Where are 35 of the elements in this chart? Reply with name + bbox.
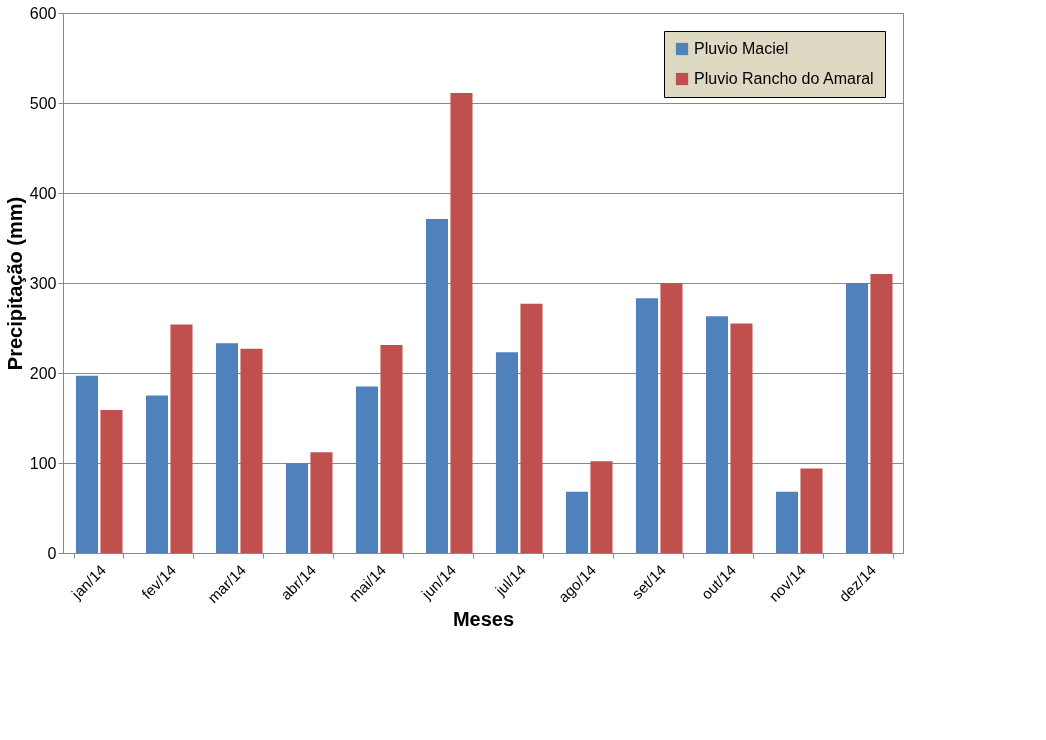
bar	[170, 324, 193, 553]
y-tick-label: 100	[29, 454, 57, 472]
bar	[660, 283, 683, 553]
bar	[450, 93, 473, 553]
bar	[285, 463, 308, 553]
bar	[800, 468, 823, 553]
y-tick-label: 500	[29, 94, 57, 112]
bar	[215, 343, 238, 553]
bar	[240, 348, 263, 553]
y-axis-title: Precipitação (mm)	[3, 196, 26, 371]
bar	[845, 283, 868, 553]
y-tick-label: 600	[29, 4, 57, 22]
legend-label: Pluvio Rancho do Amaral	[694, 70, 874, 87]
y-tick-label: 300	[29, 274, 57, 292]
bar	[75, 375, 98, 553]
bar	[590, 461, 613, 553]
bar	[380, 345, 403, 553]
bar	[495, 352, 518, 553]
bar	[565, 491, 588, 553]
legend-label: Pluvio Maciel	[694, 40, 789, 57]
y-tick-label: 200	[29, 364, 57, 382]
bar	[100, 409, 123, 553]
bar	[310, 452, 333, 553]
bar	[870, 274, 893, 553]
bar	[775, 491, 798, 553]
bar	[355, 386, 378, 553]
bar	[425, 219, 448, 553]
bar	[145, 395, 168, 553]
x-axis-title: Meses	[452, 608, 515, 631]
y-tick-label: 0	[47, 544, 57, 562]
bar	[705, 316, 728, 553]
bar	[635, 298, 658, 553]
bar	[730, 323, 753, 553]
bar	[520, 303, 543, 553]
y-tick-label: 400	[29, 184, 57, 202]
